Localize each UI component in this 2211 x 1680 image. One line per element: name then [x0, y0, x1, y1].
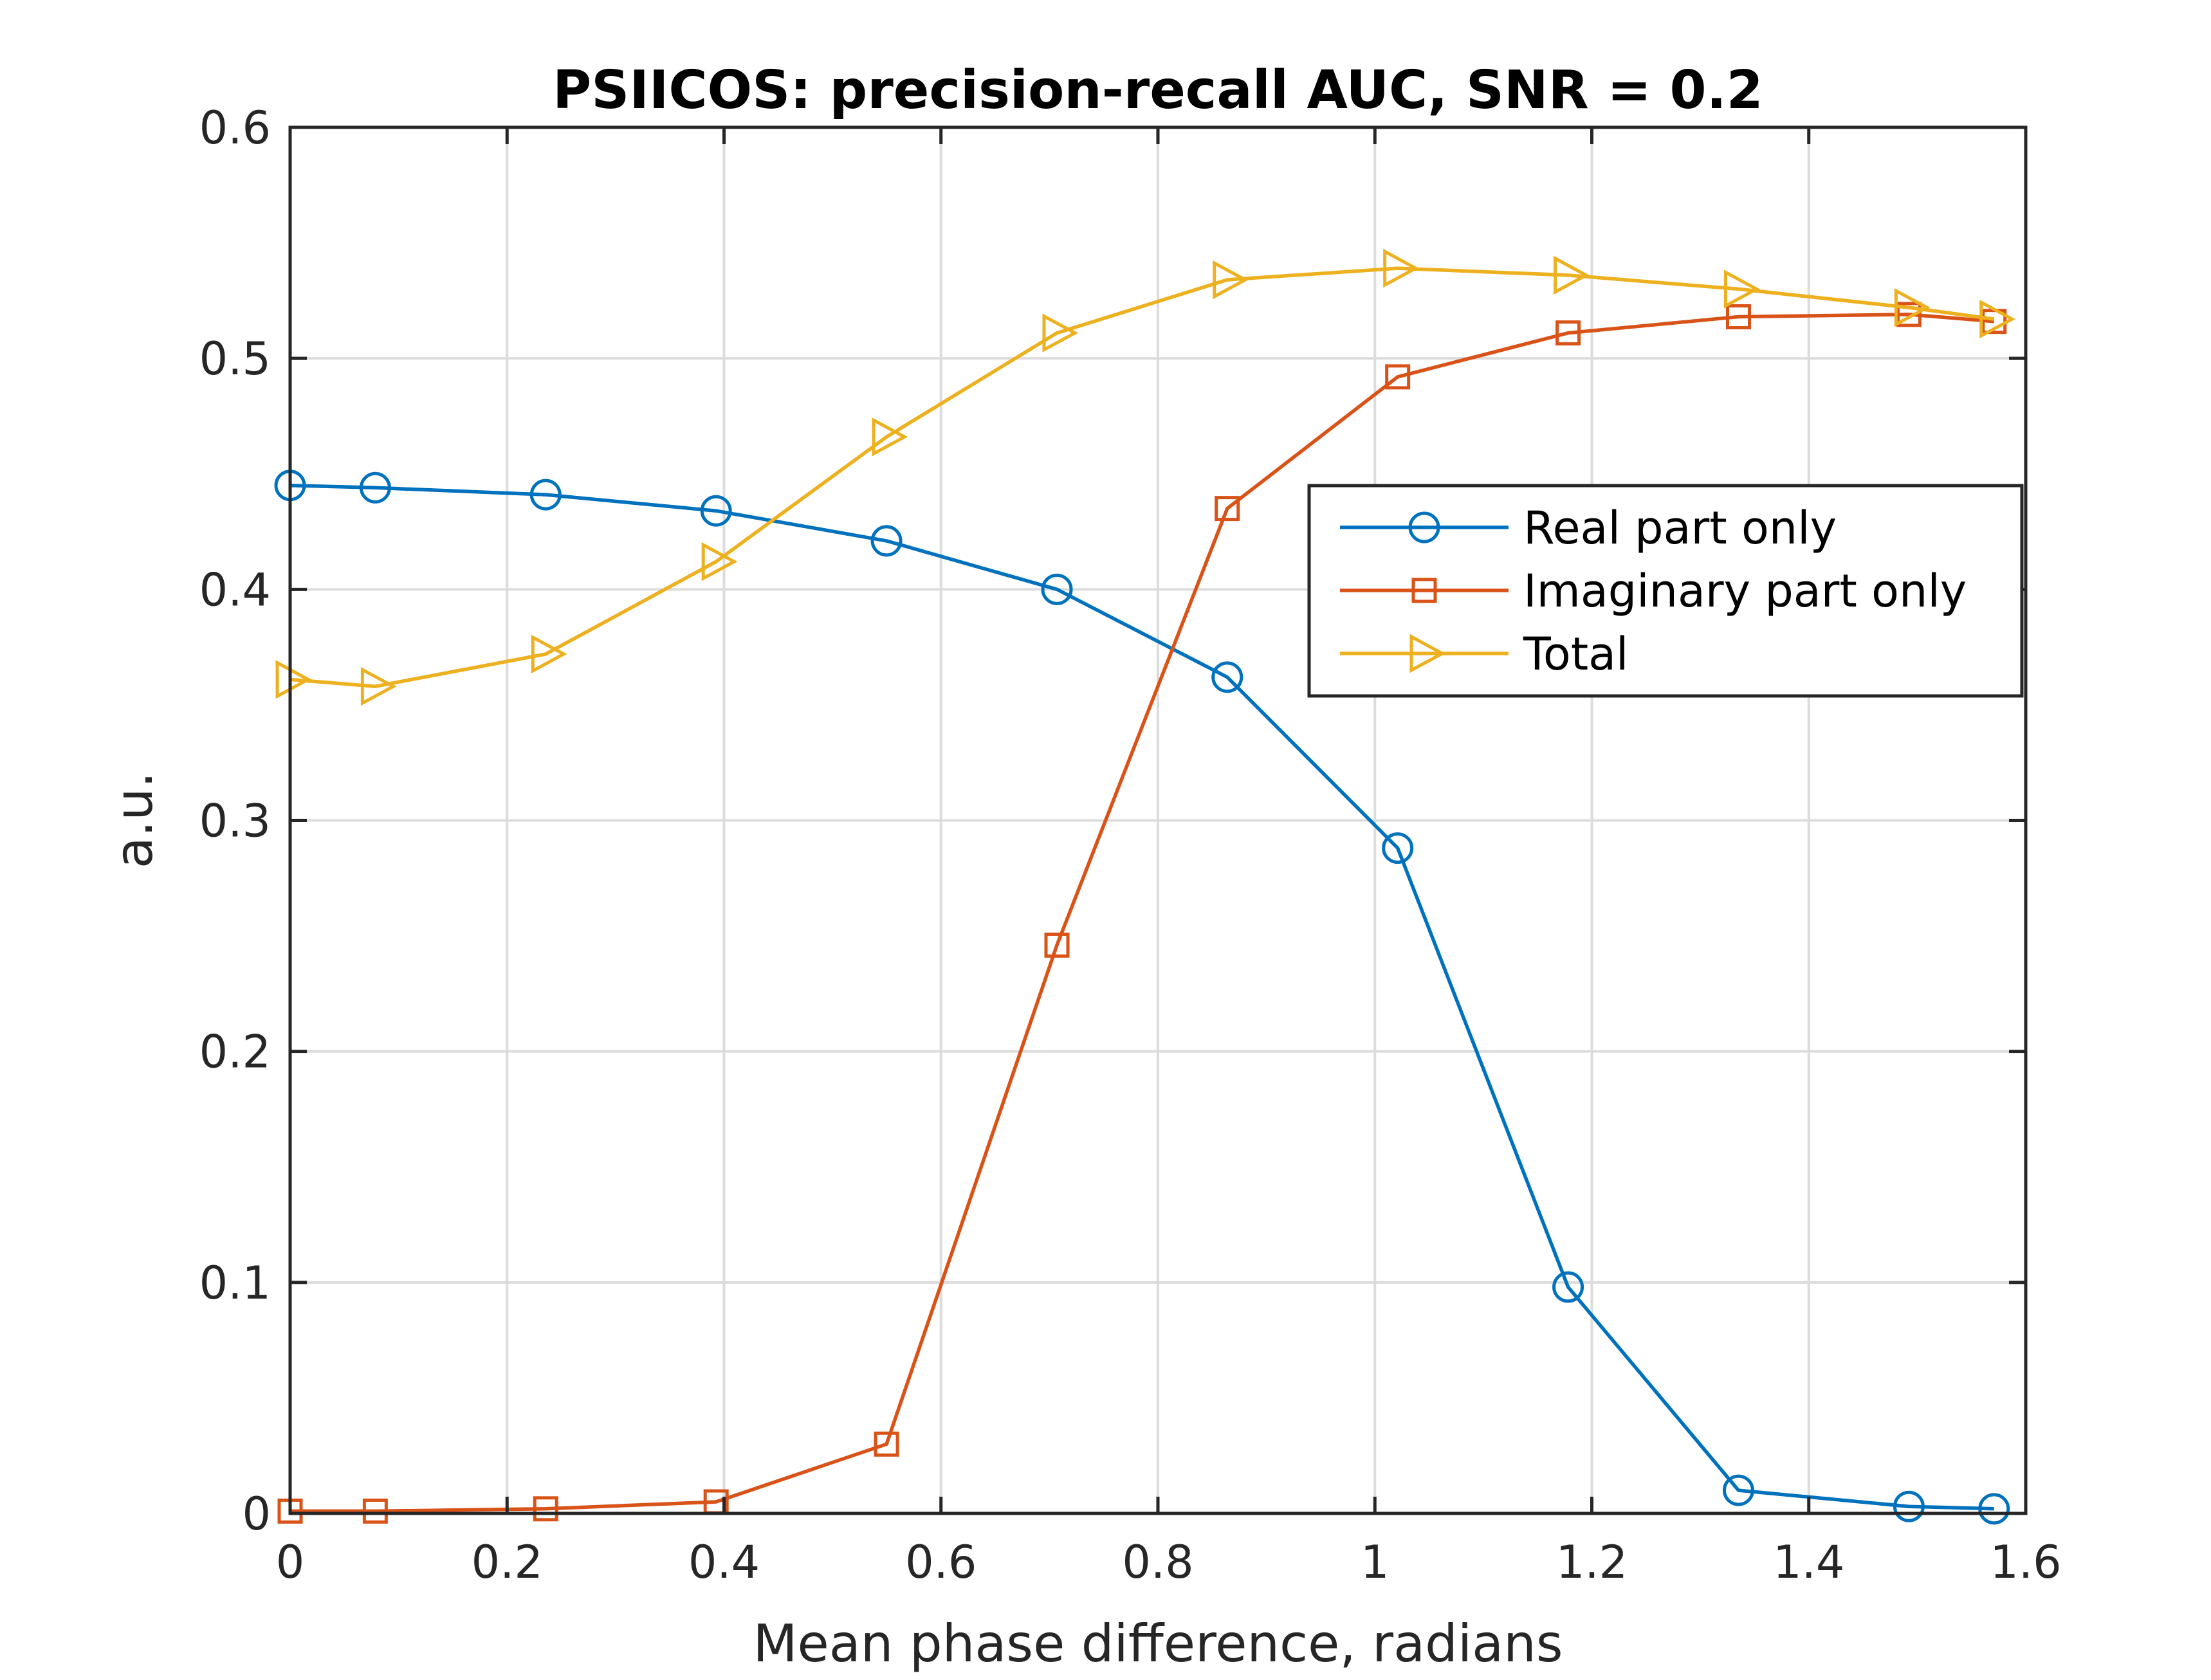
- y-tick-label: 0.1: [199, 1257, 271, 1310]
- series-layer: [274, 248, 2016, 1525]
- data-point-marker: [1722, 1474, 1754, 1506]
- data-point-marker: [1894, 288, 1931, 327]
- data-point-marker: [275, 660, 312, 699]
- data-point-marker: [1554, 255, 1590, 295]
- data-point-marker: [700, 495, 732, 527]
- y-axis-label: a.u.: [104, 772, 164, 869]
- data-point-marker: [1044, 932, 1070, 958]
- x-tick-label: 0.8: [1122, 1536, 1193, 1589]
- y-tick-label: 0.3: [199, 795, 271, 848]
- data-point-marker: [362, 1498, 388, 1524]
- data-point-marker: [1978, 1493, 2010, 1525]
- data-point-marker: [1041, 573, 1073, 605]
- x-tick-label: 1.2: [1556, 1536, 1628, 1589]
- data-point-marker: [1552, 1271, 1584, 1303]
- data-point-marker: [1211, 661, 1243, 693]
- series-imaginary-part-only: [277, 302, 2007, 1524]
- data-point-marker: [529, 479, 562, 511]
- legend-entry-imaginary-part-only: Imaginary part only: [1340, 565, 1967, 617]
- data-point-marker: [870, 525, 903, 557]
- legend-entry-total: Total: [1340, 628, 1628, 680]
- series-line: [289, 483, 1994, 1511]
- data-point-marker: [1896, 302, 1922, 327]
- y-tick-label: 0.5: [199, 333, 271, 385]
- y-tick-label: 0: [242, 1488, 271, 1540]
- ticks: [288, 125, 2028, 1515]
- series-line: [289, 266, 1995, 688]
- tick-labels: 0 0.2 0.4 0.6 0.8 1 1.2 1.4 1.6 0 0.1 0.2 0.3 0.4 0.5 0…: [199, 102, 2062, 1589]
- x-axis-label: Mean phase difference, radians: [753, 1614, 1563, 1674]
- data-point-marker: [1383, 248, 1419, 288]
- data-point-marker: [360, 666, 397, 706]
- data-point-marker: [1725, 304, 1751, 330]
- data-point-marker: [1893, 1490, 1925, 1522]
- x-tick-label: 1.6: [1990, 1536, 2061, 1589]
- series-real-part-only: [274, 470, 2010, 1525]
- data-point-marker: [1723, 269, 1760, 309]
- legend-marker: [1411, 578, 1437, 603]
- grid: [290, 127, 2026, 1513]
- x-tick-label: 0: [276, 1536, 305, 1589]
- data-point-marker: [531, 634, 567, 674]
- series-total: [275, 248, 2016, 706]
- series-line: [290, 313, 1995, 1513]
- data-point-marker: [1382, 832, 1414, 864]
- legend-marker: [1408, 511, 1440, 543]
- legend-marker: [1409, 634, 1446, 673]
- legend-label: Real part only: [1523, 502, 1837, 554]
- data-point-marker: [872, 417, 908, 457]
- y-tick-label: 0.6: [199, 102, 271, 154]
- data-point-marker: [1215, 496, 1240, 522]
- data-point-marker: [1385, 364, 1411, 390]
- legend: Real part only Imaginary part only Total: [1307, 484, 2024, 698]
- data-point-marker: [701, 542, 738, 581]
- data-point-marker: [533, 1496, 558, 1522]
- data-point-marker: [359, 471, 391, 504]
- x-tick-label: 0.2: [472, 1536, 543, 1589]
- data-point-marker: [1213, 260, 1249, 300]
- data-point-marker: [1555, 320, 1581, 346]
- x-tick-label: 0.6: [905, 1536, 977, 1589]
- chart-title: PSIICOS: precision-recall AUC, SNR = 0.2: [553, 60, 1763, 121]
- x-tick-label: 1.4: [1773, 1536, 1844, 1589]
- data-point-marker: [1979, 299, 2016, 339]
- data-point-marker: [874, 1431, 899, 1457]
- legend-entry-real-part-only: Real part only: [1340, 502, 1837, 554]
- data-point-marker: [1042, 313, 1079, 352]
- y-tick-label: 0.4: [199, 563, 271, 616]
- legend-label: Total: [1523, 628, 1628, 680]
- legend-label: Imaginary part only: [1523, 565, 1967, 617]
- legend-entries: Real part only Imaginary part only Total: [1340, 502, 1967, 680]
- x-tick-label: 1: [1361, 1536, 1390, 1589]
- y-tick-label: 0.2: [199, 1026, 271, 1079]
- x-tick-label: 0.4: [688, 1536, 760, 1589]
